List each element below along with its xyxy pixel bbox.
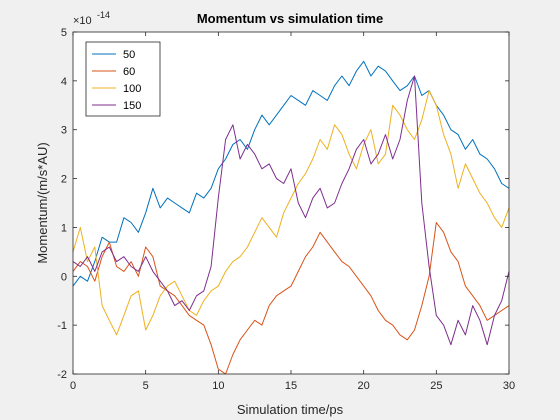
x-tick-label: 15 — [285, 380, 297, 392]
y-exponent-base: ×10 — [73, 15, 92, 27]
series-line-60 — [72, 222, 510, 375]
legend-label-50: 50 — [123, 49, 135, 61]
legend: 50 60 100 150 — [85, 41, 161, 117]
legend-label-100: 100 — [123, 83, 141, 95]
x-tick-label: 25 — [430, 380, 442, 392]
y-tick-label: -2 — [57, 369, 67, 381]
legend-label-60: 60 — [123, 66, 135, 78]
y-tick-label: -1 — [57, 320, 67, 332]
series-line-150 — [72, 75, 510, 346]
series-layer — [72, 60, 510, 375]
legend-label-150: 150 — [123, 100, 141, 112]
y-tick-label: 4 — [61, 76, 67, 88]
y-tick-label: 1 — [61, 222, 67, 234]
x-tick-label: 5 — [143, 380, 149, 392]
y-tick-label: 5 — [61, 27, 67, 39]
x-tick-label: 30 — [503, 380, 515, 392]
y-tick-label: 2 — [61, 174, 67, 186]
series-line-100 — [72, 90, 510, 336]
y-tick-label: 3 — [61, 125, 67, 137]
y-tick-label: 0 — [61, 271, 67, 283]
x-tick-label: 0 — [70, 380, 76, 392]
x-tick-label: 20 — [358, 380, 370, 392]
y-axis-label: Momentum/(m/s*AU) — [35, 142, 50, 263]
x-axis-label: Simulation time/ps — [237, 402, 344, 417]
chart-title: Momentum vs simulation time — [197, 11, 383, 26]
x-tick-label: 10 — [212, 380, 224, 392]
y-exponent-power: -14 — [97, 10, 110, 20]
tick-layer: 0 5 10 15 20 25 30 -2 -1 0 1 2 3 4 5 — [57, 27, 515, 392]
